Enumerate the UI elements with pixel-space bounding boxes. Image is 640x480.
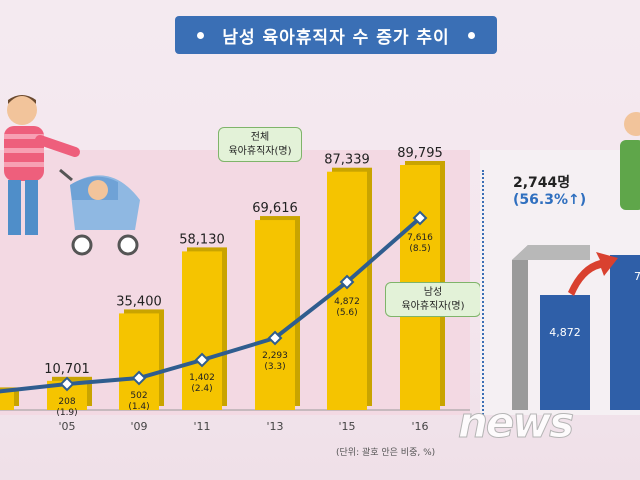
person-illustration xyxy=(620,112,640,210)
male-share-label: (8.5) xyxy=(409,244,430,254)
up-arrow-icon xyxy=(568,252,618,296)
increase-value: 2,744명 xyxy=(513,175,571,191)
bullet-dot-icon xyxy=(468,32,475,39)
male-value-label: 4,872 xyxy=(334,297,360,307)
male-share-label: (1.4) xyxy=(128,402,149,412)
male-share-label: (2.4) xyxy=(191,384,212,394)
x-tick-label: '13 xyxy=(266,420,283,433)
male-value-label: 2,293 xyxy=(262,351,288,361)
bar xyxy=(182,251,222,410)
male-callout-line2: 육아휴직자(명) xyxy=(401,300,465,312)
panel-divider xyxy=(482,170,484,415)
x-tick-label: '05 xyxy=(58,420,75,433)
chart-area: 610,701'0535,400'0958,130'1169,616'1387,… xyxy=(0,146,470,433)
total-callout-line1: 전체 xyxy=(250,132,270,143)
line-point xyxy=(59,376,75,392)
unit-note: (단위: 괄호 안은 비중, %) xyxy=(336,448,436,458)
bar xyxy=(0,391,14,410)
x-tick-label: '09 xyxy=(130,420,147,433)
male-value-label: 208 xyxy=(58,397,75,407)
line-point xyxy=(131,370,147,386)
male-share-label: (3.3) xyxy=(264,362,285,372)
bar-value-label: 10,701 xyxy=(44,362,90,377)
x-tick-label: '16 xyxy=(411,420,428,433)
line-point xyxy=(194,352,210,368)
male-share-label: (5.6) xyxy=(336,308,357,318)
bar-value-label: 89,795 xyxy=(397,146,443,161)
comparison-bar-next-label: 7 xyxy=(634,270,640,283)
male-share-label: (1.9) xyxy=(56,408,77,418)
bar-value-label: 87,339 xyxy=(324,153,370,168)
x-tick-label: '15 xyxy=(338,420,355,433)
comparison-bar-prev xyxy=(540,295,590,410)
comparison-bar-next xyxy=(610,255,640,410)
line-point xyxy=(412,210,428,226)
male-callout-line1: 남성 xyxy=(423,287,443,298)
bar-value-label: 69,616 xyxy=(252,201,298,216)
bar xyxy=(119,313,159,410)
male-value-label: 1,402 xyxy=(189,373,215,383)
bar-value-label: 35,400 xyxy=(116,294,162,309)
father-stroller-illustration xyxy=(4,95,140,256)
chart-title-banner: 남성 육아휴직자 수 증가 추이 xyxy=(175,16,497,54)
chart-title: 남성 육아휴직자 수 증가 추이 xyxy=(222,27,450,48)
male-value-label: 7,616 xyxy=(407,233,433,243)
bar-value-label: 58,130 xyxy=(179,232,225,247)
comparison-bar-prev-label: 4,872 xyxy=(549,326,581,339)
increase-percent: (56.3%↑) xyxy=(513,192,587,208)
male-series-callout: 남성 육아휴직자(명) xyxy=(385,282,481,317)
bullet-dot-icon xyxy=(197,32,204,39)
total-callout-line2: 육아휴직자(명) xyxy=(228,145,292,157)
line-point xyxy=(339,274,355,290)
x-tick-label: '11 xyxy=(193,420,210,433)
male-value-label: 502 xyxy=(130,391,147,401)
bar xyxy=(255,220,295,410)
comparison-bars: 4,872 7 xyxy=(512,245,640,410)
total-series-callout: 전체 육아휴직자(명) xyxy=(218,127,302,162)
news-watermark: news xyxy=(457,398,574,448)
line-point xyxy=(267,330,283,346)
